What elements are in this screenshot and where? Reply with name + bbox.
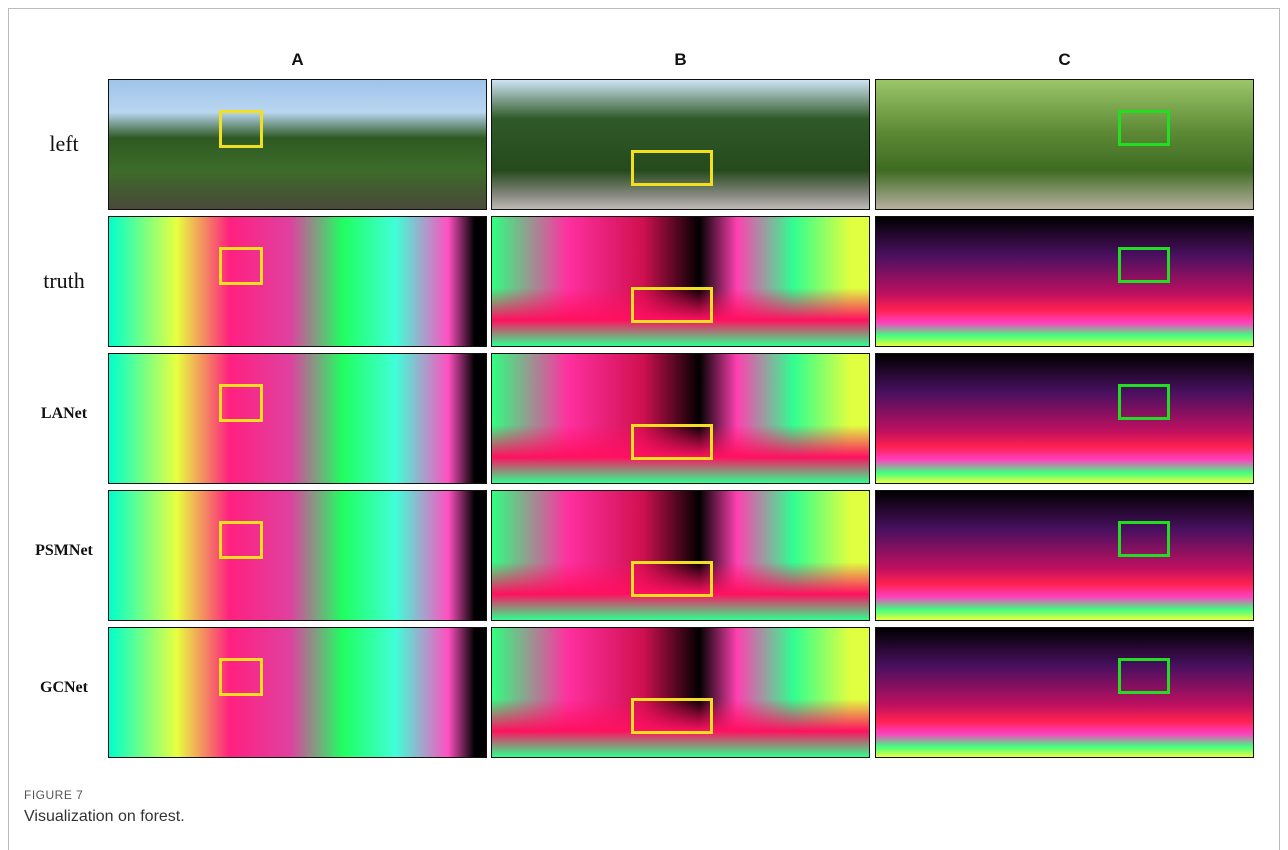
disparity-map: [875, 216, 1254, 347]
column-label: B: [491, 50, 870, 70]
disparity-map: [875, 353, 1254, 484]
row-label: left: [20, 131, 108, 157]
column-label: A: [108, 50, 487, 70]
highlight-box: [219, 110, 263, 148]
photo: [108, 79, 487, 210]
disparity-map: [491, 627, 870, 758]
disparity-map: [108, 216, 487, 347]
disparity-map: [491, 490, 870, 621]
disparity-map: [491, 353, 870, 484]
row-label: PSMNet: [20, 542, 108, 560]
highlight-box: [631, 150, 713, 186]
disparity-map: [108, 490, 487, 621]
highlight-box: [1118, 384, 1170, 420]
highlight-box: [219, 521, 263, 559]
highlight-box: [631, 287, 713, 323]
disparity-map: [875, 627, 1254, 758]
photo: [875, 79, 1254, 210]
disparity-map: [108, 353, 487, 484]
caption-label: FIGURE 7: [24, 788, 83, 802]
disparity-map: [491, 216, 870, 347]
page: FIGURE 7 Visualization on forest. ABClef…: [0, 0, 1288, 850]
highlight-box: [1118, 521, 1170, 557]
highlight-box: [1118, 658, 1170, 694]
row-label: LANet: [20, 405, 108, 423]
highlight-box: [219, 384, 263, 422]
highlight-box: [1118, 110, 1170, 146]
row-label: GCNet: [20, 679, 108, 697]
disparity-map: [108, 627, 487, 758]
highlight-box: [219, 658, 263, 696]
disparity-map: [875, 490, 1254, 621]
photo: [491, 79, 870, 210]
highlight-box: [631, 561, 713, 597]
highlight-box: [631, 698, 713, 734]
column-label: C: [875, 50, 1254, 70]
row-label: truth: [20, 268, 108, 294]
highlight-box: [1118, 247, 1170, 283]
caption-text: Visualization on forest.: [24, 808, 185, 826]
highlight-box: [631, 424, 713, 460]
highlight-box: [219, 247, 263, 285]
